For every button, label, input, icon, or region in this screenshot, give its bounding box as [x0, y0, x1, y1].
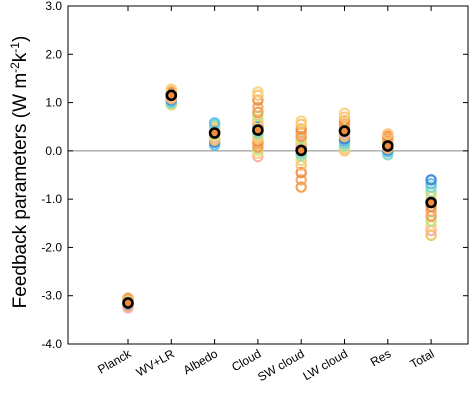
model-point [252, 89, 264, 102]
model-point [252, 86, 264, 98]
mean-point [208, 127, 221, 139]
y-tick-label: -2.0 [41, 240, 62, 254]
mean-point [338, 125, 351, 137]
mean-point [165, 89, 178, 102]
model-point [295, 115, 307, 127]
model-point [338, 111, 351, 123]
x-tick-label: Planck [95, 346, 134, 377]
y-tick-label: -3.0 [41, 289, 62, 303]
model-point [295, 130, 307, 143]
x-tick-label: SW cloud [255, 346, 306, 384]
y-tick-label: 2.0 [45, 47, 62, 61]
y-tick-label: -1.0 [41, 192, 62, 206]
y-axis-label-suffix: ) [10, 36, 31, 42]
x-tick-label: LW cloud [300, 346, 350, 383]
y-tick-label: 0.0 [45, 144, 62, 158]
model-point [295, 166, 307, 179]
y-tick-label: -4.0 [41, 337, 62, 351]
model-point [295, 181, 307, 193]
mean-point [295, 144, 308, 157]
plot-frame [67, 5, 469, 345]
model-point [425, 177, 437, 190]
y-axis-label-exp1: -2 [8, 62, 22, 73]
x-tick-label: WV+LR [134, 346, 177, 379]
model-point [338, 107, 351, 119]
mean-point [122, 297, 134, 309]
x-tick-label: Total [408, 346, 437, 371]
model-point [295, 174, 307, 186]
mean-point [425, 196, 437, 209]
y-axis-label-prefix: Feedback parameters (W m [10, 73, 31, 308]
model-point [425, 181, 437, 193]
mean-point [381, 140, 394, 152]
y-axis-label: Feedback parameters (W m-2k-1) [8, 36, 31, 309]
model-point [252, 101, 264, 114]
model-point [252, 113, 264, 126]
y-axis-label-mid: k [10, 52, 31, 62]
mean-point [252, 124, 264, 136]
x-tick-label: Albedo [181, 346, 221, 377]
model-point [382, 128, 394, 140]
x-tick-label: Res [368, 346, 393, 369]
y-tick-label: 1.0 [45, 96, 62, 110]
model-point [425, 174, 437, 186]
model-point [252, 106, 264, 118]
y-axis-label-exp2: -1 [8, 42, 22, 53]
model-point [295, 118, 307, 131]
y-tick-label: 3.0 [45, 0, 62, 13]
